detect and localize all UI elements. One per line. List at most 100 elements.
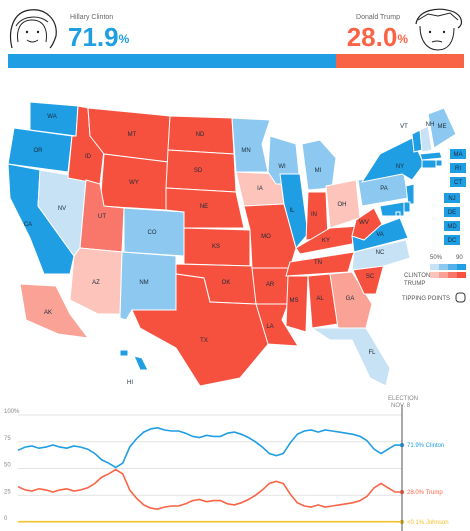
legend-clinton-swatch xyxy=(439,264,448,270)
state-label-mn: MN xyxy=(241,148,250,154)
state-label-nc: NC xyxy=(376,250,385,256)
trump-pct-value: 28.0 xyxy=(346,22,398,52)
trump-percentage: 28.0% xyxy=(347,24,408,50)
clinton-bar-segment xyxy=(8,54,337,68)
legend-trump-swatch xyxy=(448,272,457,278)
y-tick-label: 75 xyxy=(4,436,11,442)
state-hi[interactable] xyxy=(119,349,149,371)
state-label-de: DE xyxy=(448,210,456,216)
legend-clinton-swatch xyxy=(448,264,457,270)
state-label-ak: AK xyxy=(44,310,52,316)
election-label: ELECTION xyxy=(388,396,418,402)
state-label-ok: OK xyxy=(222,280,231,286)
series-line-trump xyxy=(17,468,402,511)
state-label-me: ME xyxy=(438,124,447,130)
clinton-percentage: 71.9% xyxy=(68,24,129,50)
trump-portrait xyxy=(415,8,463,51)
state-label-sc: SC xyxy=(366,274,375,280)
state-la[interactable] xyxy=(255,303,299,347)
state-label-oh: OH xyxy=(338,202,347,208)
series-line-clinton xyxy=(17,426,403,469)
state-label-ut: UT xyxy=(98,214,106,220)
state-label-fl: FL xyxy=(368,350,376,356)
state-label-nm: NM xyxy=(139,280,148,286)
state-label-ks: KS xyxy=(212,244,220,250)
state-label-la: LA xyxy=(266,324,273,330)
state-label-sd: SD xyxy=(194,168,203,174)
y-tick-label: 100% xyxy=(4,409,20,415)
state-label-wi: WI xyxy=(278,164,286,170)
forecast-timeline-chart: 100% 75 50 25 0 ELECTION NOV. 8 71.9% Clinto… xyxy=(4,396,449,531)
state-tag-nj[interactable] xyxy=(444,193,460,203)
state-label-wv: WV xyxy=(359,220,369,226)
trump-pct-unit: % xyxy=(397,32,408,46)
state-label-co: CO xyxy=(148,230,157,236)
state-label-vt: VT xyxy=(400,124,408,130)
trump-name: Donald Trump xyxy=(356,14,400,21)
state-tag-ma[interactable] xyxy=(450,149,466,159)
state-de[interactable] xyxy=(403,201,411,213)
election-date: NOV. 8 xyxy=(391,403,411,409)
state-label-ar: AR xyxy=(266,282,275,288)
state-wv[interactable] xyxy=(351,207,383,241)
state-tag-dc[interactable] xyxy=(444,235,460,245)
state-ak[interactable] xyxy=(19,283,90,339)
state-tag-ct[interactable] xyxy=(450,177,466,187)
state-nj[interactable] xyxy=(405,183,415,205)
state-ma[interactable] xyxy=(419,151,443,161)
state-tag-ri[interactable] xyxy=(450,163,466,173)
state-label-mo: MO xyxy=(261,234,271,240)
state-label-tx: TX xyxy=(200,338,208,344)
clinton-pct-value: 71.9 xyxy=(68,22,119,52)
state-nh[interactable] xyxy=(419,125,433,153)
legend-clinton-swatch xyxy=(457,264,466,270)
series-end-label-trump: 28.0% Trump xyxy=(407,490,443,496)
state-ri[interactable] xyxy=(435,159,443,167)
legend-trump-swatch xyxy=(439,272,448,278)
legend-clinton-swatch xyxy=(430,264,439,270)
series-end-label-clinton: 71.9% Clinton xyxy=(407,443,444,449)
tipping-point-marker xyxy=(455,292,466,303)
state-label-nd: ND xyxy=(196,132,205,138)
state-tag-de[interactable] xyxy=(444,207,460,217)
state-label-mi: MI xyxy=(315,168,322,174)
state-label-mt: MT xyxy=(128,132,137,138)
state-label-tn: TN xyxy=(314,260,322,266)
state-or[interactable] xyxy=(7,127,73,173)
state-label-ct: CT xyxy=(454,180,462,186)
legend-trump-swatch xyxy=(457,272,466,278)
y-tick-label: 50 xyxy=(4,463,11,469)
state-label-ky: KY xyxy=(322,238,330,244)
state-label-ga: GA xyxy=(346,296,355,302)
state-label-md: MD xyxy=(447,224,457,230)
clinton-pct-unit: % xyxy=(118,32,130,46)
state-ms[interactable] xyxy=(285,275,309,333)
map-legend: 50% 90 CLINTON TRUMP TIPPING POINTS xyxy=(402,255,466,303)
state-label-ny: NY xyxy=(396,164,404,170)
state-label-ms: MS xyxy=(290,298,299,304)
state-me[interactable] xyxy=(427,107,457,149)
us-forecast-map: WA OR CA NV ID MT WY UT AZ CO NM ND SD NE KS OK TX MN IA MO… xyxy=(7,101,466,387)
state-ga[interactable] xyxy=(329,271,373,329)
state-label-ma: MA xyxy=(454,152,463,158)
state-fl[interactable] xyxy=(310,327,391,387)
state-label-ia: IA xyxy=(257,186,263,192)
state-nc[interactable] xyxy=(351,239,411,271)
legend-scale-high: 90 xyxy=(456,255,463,261)
state-tx[interactable] xyxy=(131,273,271,387)
state-label-nh: NH xyxy=(426,122,435,128)
legend-tipping-points: TIPPING POINTS xyxy=(402,296,450,302)
state-ct[interactable] xyxy=(421,159,437,169)
state-tag-md[interactable] xyxy=(444,221,460,231)
state-mi[interactable] xyxy=(301,139,337,191)
state-dc[interactable] xyxy=(395,211,401,217)
state-label-ne: NE xyxy=(200,204,208,210)
state-va[interactable] xyxy=(351,217,409,253)
state-mn[interactable] xyxy=(231,117,271,173)
state-label-pa: PA xyxy=(380,186,388,192)
state-label-az: AZ xyxy=(92,280,100,286)
state-label-al: AL xyxy=(316,296,324,302)
legend-scale-low: 50% xyxy=(430,255,443,261)
state-il[interactable] xyxy=(279,173,309,250)
state-label-dc: DC xyxy=(448,238,457,244)
